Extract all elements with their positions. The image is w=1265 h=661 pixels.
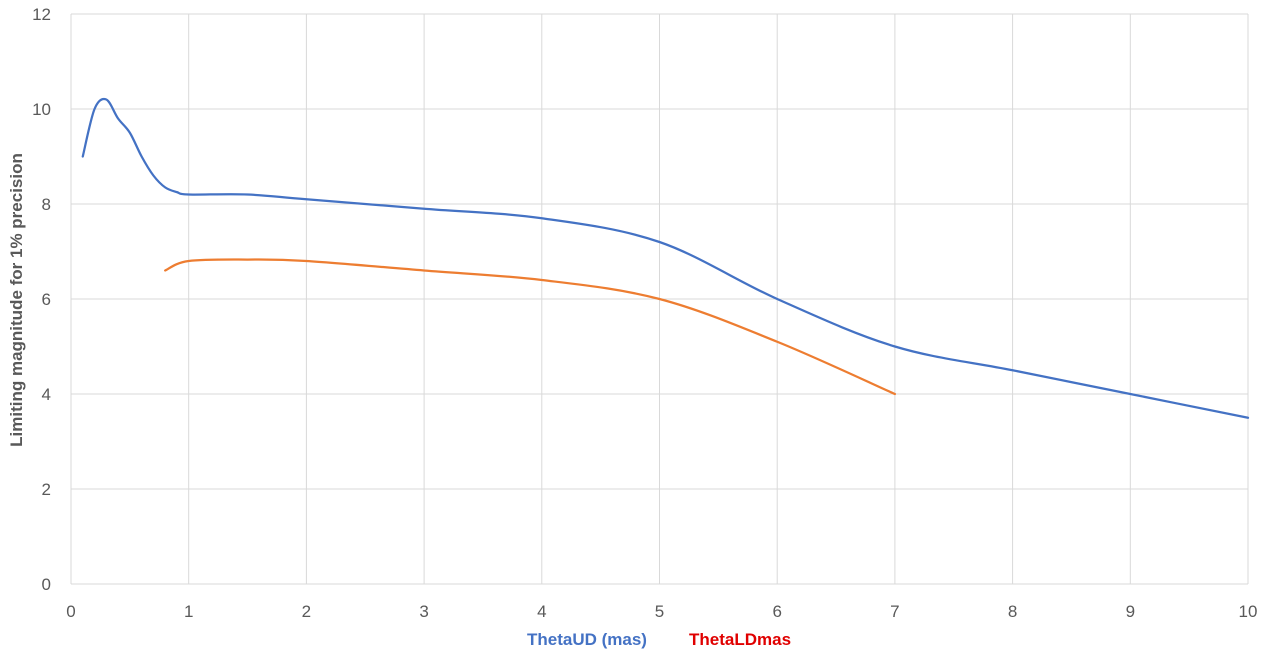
x-tick-label: 2 <box>302 602 311 621</box>
y-tick-label: 6 <box>42 290 51 309</box>
x-tick-label: 5 <box>655 602 664 621</box>
series-line-theta-ld <box>164 258 897 396</box>
y-tick-label: 12 <box>32 5 51 24</box>
x-tick-label: 7 <box>890 602 899 621</box>
x-tick-label: 10 <box>1239 602 1258 621</box>
y-tick-label: 0 <box>42 575 51 594</box>
y-tick-label: 4 <box>42 385 51 404</box>
x-tick-label: 8 <box>1008 602 1017 621</box>
x-axis-label-theta-ld: ThetaLDmas <box>689 630 791 649</box>
x-tick-label: 6 <box>772 602 781 621</box>
x-tick-label: 3 <box>419 602 428 621</box>
x-tick-label: 4 <box>537 602 546 621</box>
x-tick-label: 9 <box>1126 602 1135 621</box>
x-tick-labels: 0 1 2 3 4 5 6 7 8 9 10 <box>66 602 1257 621</box>
y-tick-label: 10 <box>32 100 51 119</box>
x-axis-label-theta-ud: ThetaUD (mas) <box>527 630 647 649</box>
series-lines <box>81 97 1250 419</box>
y-tick-label: 2 <box>42 480 51 499</box>
y-tick-labels: 0 2 4 6 8 10 12 <box>32 5 51 594</box>
series-line-theta-ud <box>81 97 1250 419</box>
x-tick-label: 0 <box>66 602 75 621</box>
x-tick-label: 1 <box>184 602 193 621</box>
y-tick-label: 8 <box>42 195 51 214</box>
y-axis-label: Limiting magnitude for 1% precision <box>7 153 26 447</box>
